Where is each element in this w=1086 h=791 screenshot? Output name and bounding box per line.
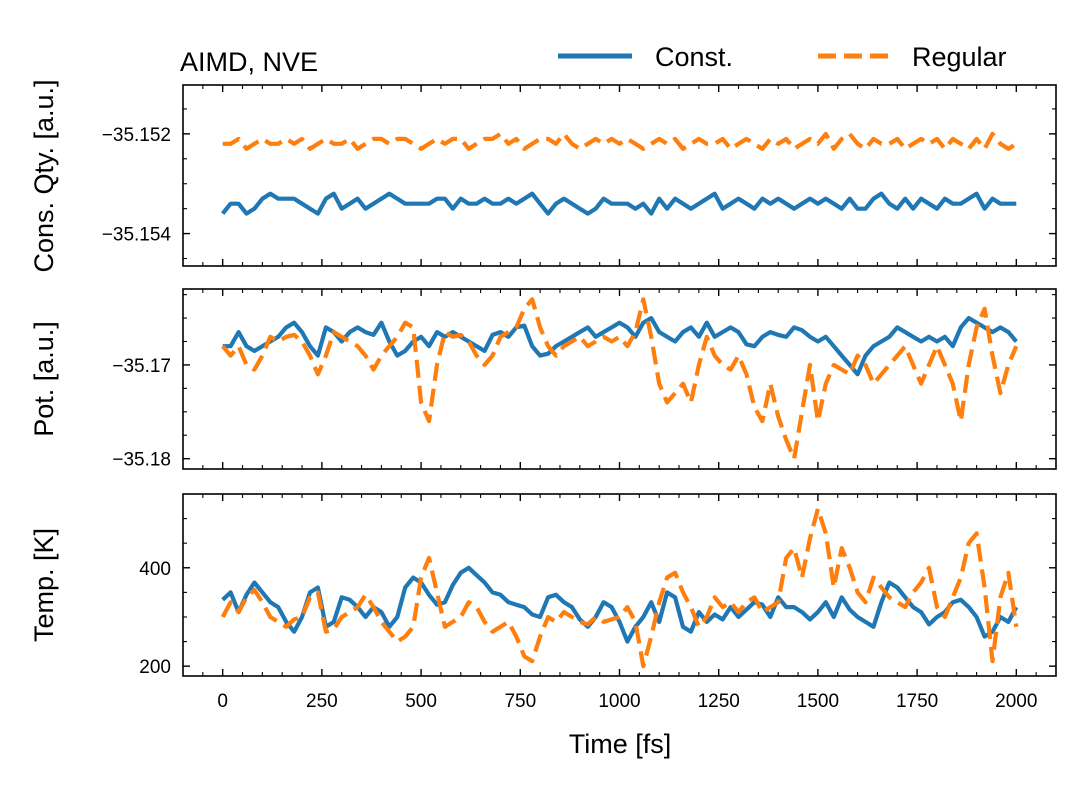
panel-potential: −35.17 −35.18 <box>112 288 1057 471</box>
series-line-regular-conserved <box>222 131 1018 151</box>
panel-temperature: 400 200 <box>139 493 1057 678</box>
series-line-const-potential <box>222 316 1018 377</box>
panel-frame-temperature <box>182 493 1057 677</box>
legend-label-regular: Regular <box>912 42 1007 72</box>
xtick-label: 1000 <box>598 691 640 712</box>
x-axis: 0 250 500 750 1000 1250 1500 1750 2000 <box>217 691 1037 712</box>
panel-frame-conserved <box>182 84 1057 267</box>
ytick-label-temperature: 200 <box>139 657 171 678</box>
series-line-const-conserved <box>221 191 1017 216</box>
legend: Const. Regular <box>558 42 1007 72</box>
xtick-label: 750 <box>504 691 536 712</box>
legend-label-const: Const. <box>655 42 733 72</box>
ylabel-potential: Pot. [a.u.] <box>29 321 59 437</box>
ylabel-conserved: Cons. Qty. [a.u.] <box>29 79 59 272</box>
xtick-label: 2000 <box>995 691 1037 712</box>
xtick-label: 1750 <box>896 691 938 712</box>
series-line-regular-temperature <box>220 506 1019 669</box>
series-line-regular-potential <box>221 297 1019 461</box>
ytick-label-conserved: −35.154 <box>102 225 172 246</box>
xtick-label: 250 <box>306 691 338 712</box>
ytick-label-conserved: −35.152 <box>102 125 171 146</box>
ytick-label-temperature: 400 <box>139 559 171 580</box>
xlabel: Time [fs] <box>569 729 672 759</box>
xtick-label: 0 <box>217 691 228 712</box>
panel-conserved-quantity: −35.152 −35.154 <box>102 84 1057 267</box>
xtick-label: 1250 <box>698 691 740 712</box>
chart-title: AIMD, NVE <box>180 47 318 77</box>
xtick-label: 500 <box>405 691 437 712</box>
ylabel-temperature: Temp. [K] <box>29 528 59 642</box>
ytick-label-potential: −35.18 <box>112 450 171 471</box>
series-line-const-temperature <box>221 565 1019 644</box>
ytick-label-potential: −35.17 <box>112 356 171 377</box>
xtick-label: 1500 <box>797 691 839 712</box>
